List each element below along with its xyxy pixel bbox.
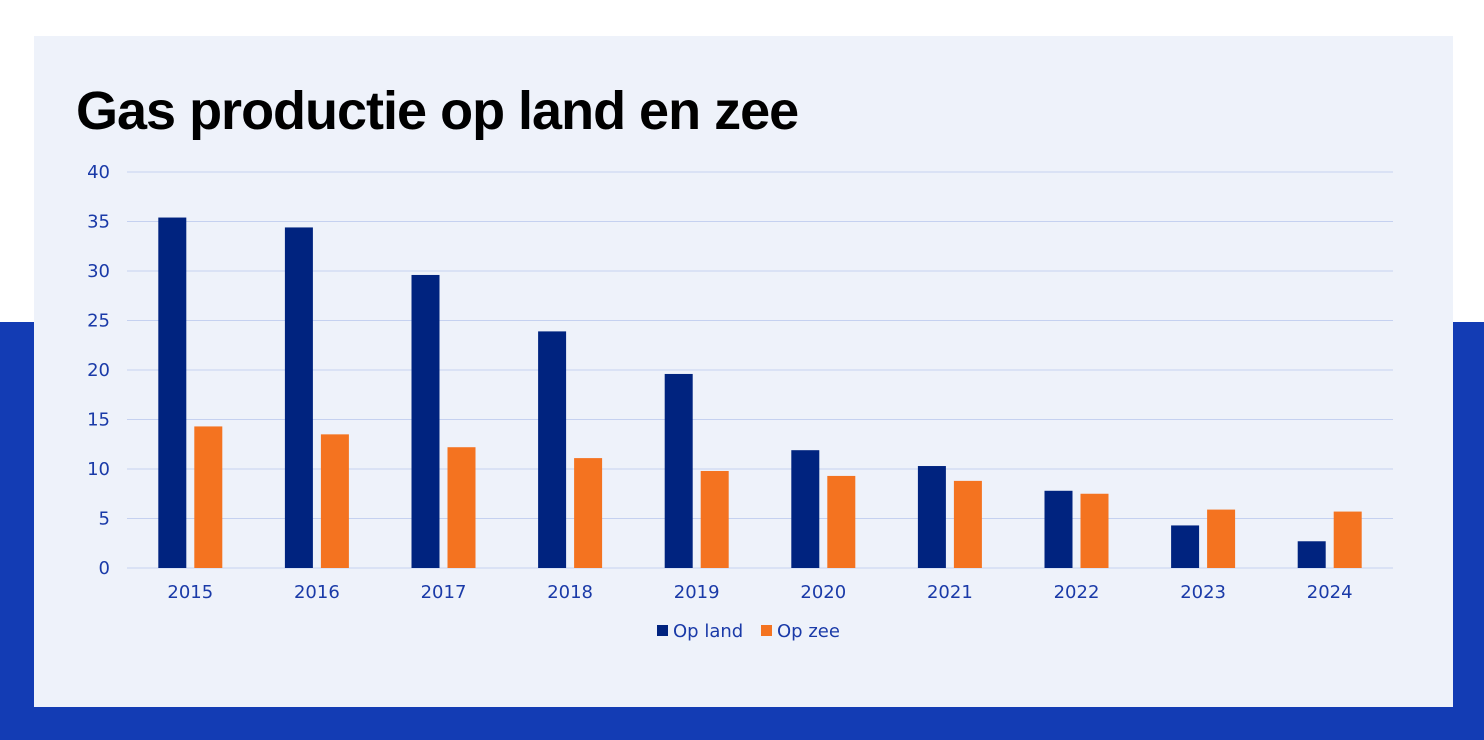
bar-op-zee (700, 470, 729, 568)
legend-label: Op zee (777, 621, 840, 642)
y-tick-label: 35 (87, 212, 110, 233)
x-tick-label: 2016 (294, 582, 340, 603)
x-tick-label: 2024 (1307, 582, 1353, 603)
y-tick-label: 40 (87, 162, 110, 183)
bar-op-land (791, 450, 820, 568)
bar-op-land (664, 373, 693, 568)
y-tick-label: 25 (87, 311, 110, 332)
y-tick-label: 0 (99, 558, 110, 579)
bar-op-zee (1207, 509, 1236, 568)
x-tick-label: 2018 (547, 582, 593, 603)
bar-op-land (917, 466, 946, 568)
bar-op-land (1297, 541, 1326, 568)
y-tick-label: 15 (87, 410, 110, 431)
bar-op-zee (574, 458, 603, 568)
bar-op-zee (1080, 493, 1109, 568)
x-tick-label: 2015 (167, 582, 213, 603)
y-tick-label: 10 (87, 459, 110, 480)
bar-op-zee (194, 426, 223, 568)
x-tick-label: 2019 (674, 582, 720, 603)
y-tick-label: 30 (87, 261, 110, 282)
x-tick-label: 2020 (800, 582, 846, 603)
bar-op-zee (1333, 511, 1362, 568)
bar-op-land (1044, 490, 1073, 568)
bar-op-land (1171, 525, 1200, 568)
x-tick-label: 2021 (927, 582, 973, 603)
x-tick-label: 2023 (1180, 582, 1226, 603)
x-tick-label: 2017 (421, 582, 467, 603)
bar-op-zee (320, 434, 349, 568)
bar-op-land (411, 274, 440, 568)
legend-swatch (761, 625, 772, 636)
legend-swatch (657, 625, 668, 636)
y-tick-label: 20 (87, 360, 110, 381)
chart-card (34, 36, 1453, 707)
bar-op-land (158, 217, 187, 569)
chart-title: Gas productie op land en zee (76, 81, 799, 141)
x-tick-label: 2022 (1054, 582, 1100, 603)
bar-op-land (538, 331, 567, 568)
bar-op-zee (827, 475, 856, 568)
y-tick-label: 5 (99, 509, 110, 530)
legend-label: Op land (673, 621, 743, 642)
bar-op-zee (953, 480, 982, 568)
bar-op-zee (447, 447, 476, 568)
bar-op-land (284, 227, 313, 568)
